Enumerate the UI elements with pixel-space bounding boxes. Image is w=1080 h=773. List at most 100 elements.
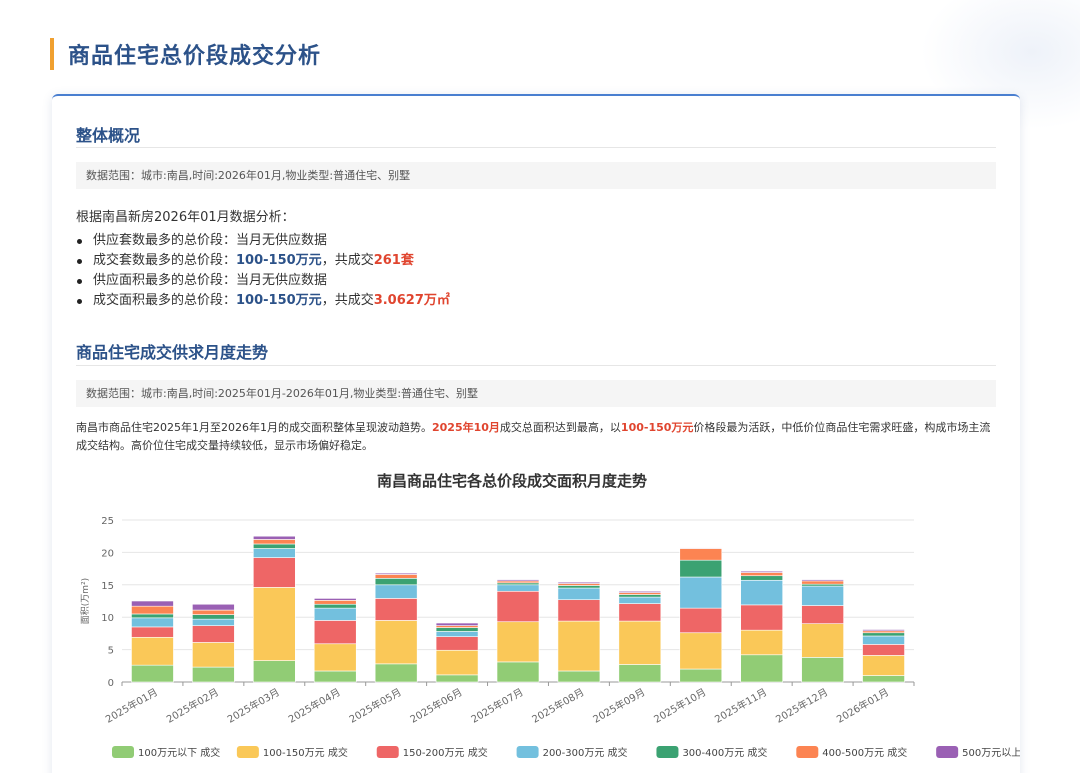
bullet-dot (77, 298, 82, 304)
bar-segment (496, 590, 540, 623)
item-label: 成交套数最多的总价段： (93, 253, 237, 268)
header-accent-bar (50, 38, 54, 70)
bar-segment (313, 598, 357, 601)
legend-swatch (376, 746, 399, 758)
trend-divider (76, 365, 996, 366)
bar-segment (253, 587, 296, 661)
bar-segment (557, 670, 601, 683)
bar-segment (679, 547, 723, 549)
item-mid: ，共成交 (321, 253, 374, 268)
bar-segment (192, 614, 235, 620)
chart-container: 南昌商品住宅各总价段成交面积月度走势 0 5 10 15 20 25 面积(万m²) 2025… (52, 458, 1020, 773)
x-tick-label: 2025年10月 (651, 685, 708, 725)
bar-segment (313, 603, 357, 609)
bar-segment (679, 559, 723, 578)
list-item: 供应面积最多的总价段： 当月无供应数据 (76, 271, 450, 291)
para-part-1: 南昌市商品住宅2025年1月至2026年1月的成交面积整体呈现波动趋势。 (76, 421, 432, 434)
bar-segment (679, 576, 723, 609)
x-tick-label: 2025年01月 (103, 685, 160, 725)
legend-label: 100-150万元 成交 (263, 746, 348, 759)
legend-swatch (516, 746, 539, 758)
bar-segment (253, 557, 296, 588)
para-part-2: 成交总面积达到最高，以 (499, 421, 621, 434)
y-tick-label: 10 (101, 613, 114, 624)
legend-swatch (112, 746, 134, 758)
bar-segment (801, 605, 844, 624)
legend-swatch (656, 746, 679, 758)
item-segment: 100-150万元 (236, 253, 322, 268)
para-peak-month: 2025年10月 (431, 421, 500, 434)
bar-segment (253, 535, 296, 540)
x-tick-label: 2025年09月 (590, 685, 647, 725)
bar-segment (131, 617, 174, 628)
y-tick-label: 15 (101, 581, 114, 592)
list-item: 成交套数最多的总价段： 100-150万元 ，共成交 261套 (76, 251, 450, 271)
legend-label: 100万元以下 成交 (138, 746, 220, 759)
bar-segment (192, 609, 235, 615)
bar-segment (801, 585, 844, 606)
legend-label: 500万元以上 成交 (962, 746, 1020, 759)
x-tick-label: 2025年11月 (712, 685, 769, 725)
x-tick-label: 2025年07月 (469, 685, 526, 725)
bar-segment (313, 620, 357, 645)
bar-segment (618, 594, 662, 598)
item-value: 3.0627万㎡ (373, 293, 450, 308)
bar-segment (496, 579, 540, 582)
bar-segment (374, 574, 418, 579)
bar-segment (740, 570, 783, 573)
page-title: 商品住宅总价段成交分析 (68, 44, 322, 69)
bar-segment (435, 636, 479, 651)
bar-segment (435, 631, 479, 637)
bar-segment (557, 599, 601, 622)
bar-segment (374, 620, 418, 665)
bar-segment (374, 598, 418, 621)
chart-title: 南昌商品住宅各总价段成交面积月度走势 (376, 472, 647, 490)
bar-segment (740, 572, 783, 577)
bar-segment (740, 579, 783, 606)
bar-segment (801, 579, 844, 582)
item-value: 261套 (373, 253, 414, 268)
bar-segment (313, 643, 357, 672)
legend-swatch (796, 746, 819, 758)
bar-segment (435, 622, 479, 626)
item-label: 供应面积最多的总价段： (93, 273, 237, 288)
bar-segment (131, 613, 174, 619)
x-tick-label: 2025年02月 (164, 685, 221, 725)
bar-segment (801, 580, 844, 585)
bar-segment (131, 626, 174, 638)
y-tick-label: 5 (108, 646, 114, 657)
legend-label: 200-300万元 成交 (543, 746, 628, 759)
x-tick-label: 2025年03月 (225, 685, 282, 725)
trend-scope: 数据范围：城市:南昌,时间:2025年01月-2026年01月,物业类型:普通住… (76, 380, 996, 407)
bar-segment (313, 670, 357, 683)
bar-segment (192, 603, 235, 611)
bullet-dot (77, 238, 82, 244)
bar-segment (679, 632, 723, 670)
bar-segment (131, 636, 174, 666)
item-label: 成交面积最多的总价段： (93, 293, 237, 308)
trend-paragraph: 南昌市商品住宅2025年1月至2026年1月的成交面积整体呈现波动趋势。2025… (76, 419, 998, 455)
bar-segment (496, 584, 540, 592)
bar-segment (313, 600, 357, 605)
bar-segment (862, 675, 905, 683)
bar-segment (253, 539, 296, 545)
bar-segment (131, 600, 174, 607)
bar-segment (679, 548, 723, 561)
bar-segment (618, 603, 662, 622)
bar-segment (435, 649, 479, 676)
overview-intro: 根据南昌新房2026年01月数据分析： (76, 210, 295, 225)
bar-segment (313, 607, 357, 621)
para-part-3: 价格段最为活跃，中低价位商品住宅需求旺盛，构成市场主流成交结构。高价位住宅成交量… (76, 421, 991, 452)
bar-segment (192, 625, 235, 643)
x-tick-label: 2026年01月 (834, 685, 891, 725)
bar-segment (801, 657, 844, 683)
stacked-bar-chart: 0 5 10 15 20 25 面积(万m²) 2025年01月 2025年02月 2025年03… (79, 516, 1020, 759)
bar-segment (131, 664, 174, 683)
bar-segment (253, 660, 296, 683)
item-label: 供应套数最多的总价段： (93, 233, 237, 248)
bar-segment (862, 629, 905, 632)
overview-scope: 数据范围：城市:南昌,时间:2026年01月,物业类型:普通住宅、别墅 (76, 162, 996, 189)
bar-segment (192, 618, 235, 626)
bar-segment (557, 581, 601, 584)
bar-segment (435, 627, 479, 632)
